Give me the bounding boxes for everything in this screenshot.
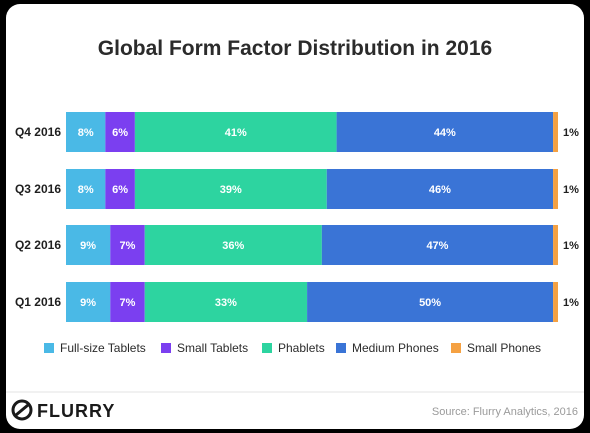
category-label: Q4 2016 bbox=[15, 125, 61, 139]
bar-segment bbox=[110, 282, 145, 322]
data-label: 1% bbox=[563, 184, 579, 196]
category-label: Q3 2016 bbox=[15, 182, 61, 196]
data-label: 36% bbox=[222, 240, 244, 252]
legend-swatch bbox=[262, 343, 272, 353]
bar-segment bbox=[134, 112, 337, 152]
bar-row: Q1 2016 9% 7% 33% 50% 1% bbox=[15, 282, 579, 322]
data-label: 8% bbox=[78, 184, 94, 196]
data-label: 33% bbox=[215, 297, 237, 309]
bar-row: Q4 2016 8% 6% 41% 44% 1% bbox=[15, 112, 579, 152]
source-note: Source: Flurry Analytics, 2016 bbox=[432, 406, 578, 418]
data-label: 6% bbox=[112, 184, 128, 196]
legend-label: Full-size Tablets bbox=[60, 341, 146, 355]
flurry-logo: FLURRY bbox=[11, 399, 115, 421]
legend-item: Small Phones bbox=[451, 341, 541, 355]
category-label: Q1 2016 bbox=[15, 295, 61, 309]
bar-segment bbox=[553, 112, 558, 152]
data-label: 1% bbox=[563, 127, 579, 139]
legend-swatch bbox=[451, 343, 461, 353]
bar-segment bbox=[336, 112, 554, 152]
legend-item: Medium Phones bbox=[336, 341, 439, 355]
bar-segment bbox=[553, 169, 558, 209]
bar-segment bbox=[307, 282, 554, 322]
bar-segment bbox=[66, 225, 111, 265]
bar-row: Q2 2016 9% 7% 36% 47% 1% bbox=[15, 225, 579, 265]
bar-segment bbox=[105, 112, 135, 152]
bar-segment bbox=[321, 225, 554, 265]
legend-label: Small Tablets bbox=[177, 341, 248, 355]
flurry-logo-icon bbox=[11, 399, 33, 421]
legend-swatch bbox=[336, 343, 346, 353]
data-label: 1% bbox=[563, 240, 579, 252]
bar-segment bbox=[134, 169, 327, 209]
bar-segment bbox=[66, 169, 106, 209]
logo-text: FLURRY bbox=[37, 401, 115, 421]
flurry-logo-mark bbox=[14, 403, 30, 417]
data-label: 50% bbox=[419, 297, 441, 309]
data-label: 39% bbox=[220, 184, 242, 196]
bar-segment bbox=[144, 225, 322, 265]
data-label: 1% bbox=[563, 297, 579, 309]
data-label: 46% bbox=[429, 184, 451, 196]
data-label: 9% bbox=[80, 240, 96, 252]
legend-label: Phablets bbox=[278, 341, 325, 355]
chart-title: Global Form Factor Distribution in 2016 bbox=[98, 37, 492, 60]
bar-segment bbox=[553, 225, 558, 265]
data-label: 7% bbox=[120, 297, 136, 309]
data-label: 9% bbox=[80, 297, 96, 309]
legend-item: Phablets bbox=[262, 341, 325, 355]
data-label: 6% bbox=[112, 127, 128, 139]
legend-swatch bbox=[44, 343, 54, 353]
data-label: 8% bbox=[78, 127, 94, 139]
bar-segment bbox=[66, 112, 106, 152]
legend-item: Full-size Tablets bbox=[44, 341, 146, 355]
category-label: Q2 2016 bbox=[15, 238, 61, 252]
chart-card bbox=[6, 4, 584, 429]
legend-item: Small Tablets bbox=[161, 341, 248, 355]
bar-segment bbox=[105, 169, 135, 209]
bar-segment bbox=[110, 225, 145, 265]
legend-swatch bbox=[161, 343, 171, 353]
data-label: 7% bbox=[120, 240, 136, 252]
bar-segment bbox=[326, 169, 554, 209]
bar-row: Q3 2016 8% 6% 39% 46% 1% bbox=[15, 169, 579, 209]
legend-label: Medium Phones bbox=[352, 341, 439, 355]
bar-segment bbox=[66, 282, 111, 322]
legend-label: Small Phones bbox=[467, 341, 541, 355]
data-label: 41% bbox=[225, 127, 247, 139]
bar-segment bbox=[144, 282, 308, 322]
bars-group: Q4 2016 8% 6% 41% 44% 1%Q3 2016 8% 6% 39% 46% 1%Q2… bbox=[15, 112, 579, 322]
data-label: 47% bbox=[426, 240, 448, 252]
legend: Full-size Tablets Small Tablets Phablets Me… bbox=[44, 341, 541, 355]
data-label: 44% bbox=[434, 127, 456, 139]
bar-segment bbox=[553, 282, 558, 322]
